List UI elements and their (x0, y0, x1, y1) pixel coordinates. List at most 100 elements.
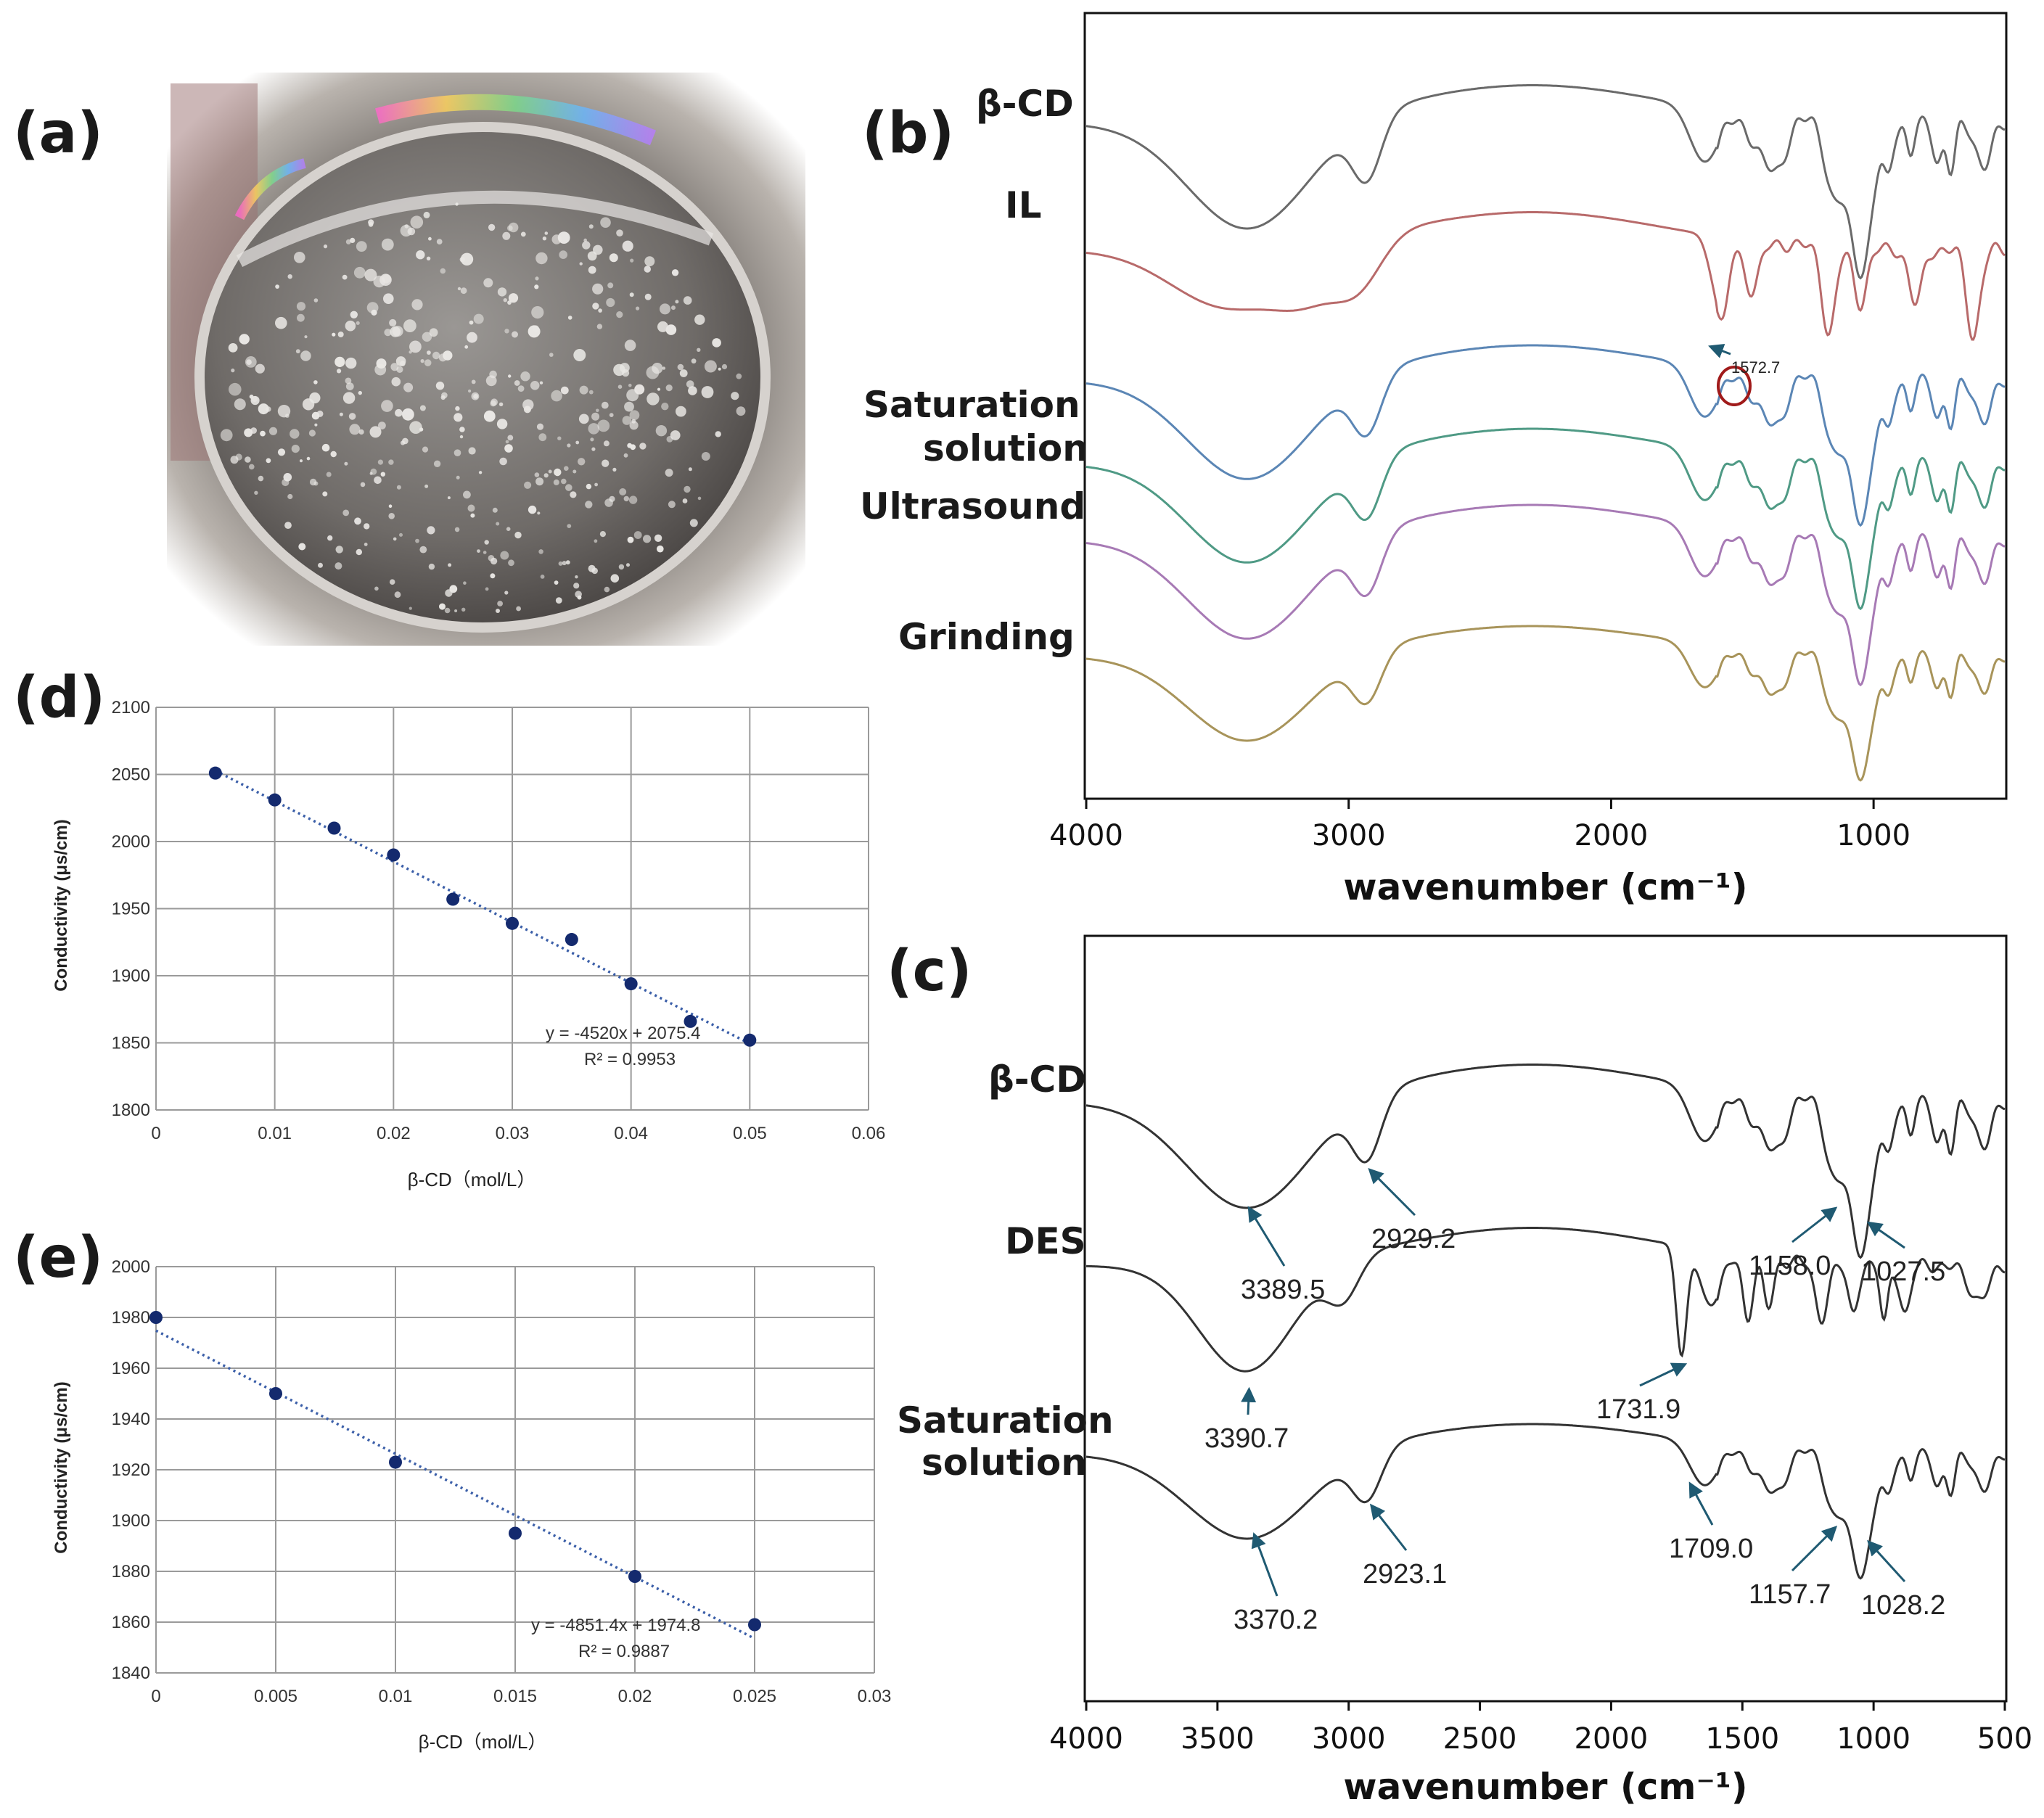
b-trace-beta-cd (1085, 84, 2006, 280)
crystal-particle (345, 320, 356, 332)
crystal-particle (558, 561, 563, 566)
ytick-label: 2050 (112, 765, 150, 785)
crystal-particle (490, 557, 498, 565)
crystal-particle (599, 531, 607, 538)
ytick-label: 1800 (112, 1101, 150, 1120)
xtick-label: 0.03 (858, 1687, 892, 1706)
crystal-particle (506, 225, 513, 231)
crystal-particle (266, 406, 271, 412)
crystal-particle (455, 406, 460, 411)
crystal-particle (592, 303, 599, 310)
crystal-particle (652, 363, 663, 374)
crystal-particle (682, 498, 688, 503)
c-label-des: DES (1005, 1220, 1086, 1262)
crystal-particle (715, 431, 721, 437)
crystal-particle (220, 429, 233, 442)
rainbow-reflection-left (234, 158, 306, 221)
crystal-particle (258, 403, 269, 415)
crystal-particle (335, 546, 343, 554)
crystal-particle (411, 299, 423, 310)
crystal-particle (463, 490, 471, 499)
b-label-solution: solution (923, 427, 1088, 469)
crystal-particle (356, 321, 360, 325)
crystal-particle (297, 313, 305, 322)
crystal-particle (623, 453, 628, 458)
crystal-particle (483, 410, 496, 422)
ytick-label: 1900 (112, 966, 150, 986)
ytick-label: 1860 (112, 1613, 150, 1632)
crystal-particle (485, 587, 489, 591)
crystal-particle (358, 429, 364, 435)
crystal-particle (627, 443, 633, 448)
crystal-particle (266, 458, 271, 464)
crystal-particle (399, 532, 403, 537)
crystal-particle (376, 358, 387, 369)
c-annotation-label: 1157.7 (1749, 1579, 1831, 1610)
crystal-particle (596, 408, 599, 413)
panel-d-scatter: 0 0.01 0.02 0.03 0.04 0.05 0.06 1800 1850 1900 195… (52, 698, 885, 1190)
crystal-particle (554, 580, 559, 585)
crystal-particle (299, 459, 303, 463)
crystal-particle (470, 513, 475, 518)
crystal-particle (616, 311, 623, 318)
panel-d-equation: y = -4520x + 2075.4 (546, 1024, 701, 1043)
crystal-particle (643, 535, 652, 543)
ytick-label: 1880 (112, 1562, 150, 1582)
crystal-particle (337, 369, 342, 374)
crystal-particle (505, 440, 509, 444)
crystal-particle (432, 351, 440, 360)
crystal-particle (396, 485, 401, 490)
crystal-particle (675, 300, 679, 304)
crystal-particle (409, 350, 412, 354)
crystal-particle (670, 430, 681, 440)
crystal-particle (471, 379, 476, 384)
crystal-particle (534, 472, 540, 477)
crystal-particle (712, 338, 721, 347)
ytick-label: 2100 (112, 698, 150, 717)
crystal-particle (306, 456, 311, 461)
panel-c-traces (1085, 1064, 2006, 1580)
dish-rim-highlight (236, 190, 714, 267)
ytick-label: 1900 (112, 1511, 150, 1531)
crystal-particle (688, 467, 692, 472)
crystal-particle (544, 231, 549, 235)
crystal-particle (539, 381, 543, 384)
crystal-particle (540, 575, 545, 579)
crystal-particle (370, 468, 377, 475)
crystal-particle (323, 244, 328, 249)
crystal-particle (570, 491, 577, 498)
crystal-particle (629, 421, 639, 430)
c-xtick-label: 3000 (1312, 1722, 1386, 1756)
crystal-particle (422, 332, 432, 342)
crystal-particle (461, 607, 466, 612)
crystal-particle (694, 314, 705, 325)
xtick-label: 0 (151, 1687, 160, 1706)
panel-c-ftir-chart: 4000 3500 3000 2500 2000 1500 1000 500 3389.5 29… (897, 934, 2032, 1808)
crystal-particle (409, 606, 412, 610)
crystal-particle (389, 318, 397, 327)
crystal-particle (629, 292, 634, 297)
crystal-particle (356, 548, 362, 556)
crystal-particle (229, 382, 242, 396)
crystal-particle (497, 287, 507, 297)
ytick-label: 1950 (112, 900, 150, 919)
panel-d-ticks: 0 0.01 0.02 0.03 0.04 0.05 0.06 1800 1850 1900 195… (112, 698, 886, 1143)
c-annotation-arrow (1688, 1481, 1714, 1526)
crystal-particle (496, 419, 508, 429)
crystal-particle (447, 496, 451, 500)
crystal-particle (565, 560, 570, 565)
crystal-particle (697, 347, 701, 352)
crystal-particle (654, 534, 662, 542)
c-annotation-arrow (1247, 1206, 1286, 1267)
b-xtick-label: 2000 (1575, 819, 1649, 852)
ytick-label: 2000 (112, 1257, 150, 1277)
crystal-particle (531, 306, 544, 319)
c-annotation-arrow (1791, 1526, 1838, 1572)
crystal-particle (598, 308, 602, 313)
crystal-particle (508, 293, 519, 303)
b-label-beta-cd: β-CD (976, 83, 1074, 125)
data-point (684, 1014, 697, 1028)
crystal-particle (542, 236, 547, 241)
crystal-particle (345, 357, 357, 369)
panel-b-frame (1083, 12, 2008, 800)
